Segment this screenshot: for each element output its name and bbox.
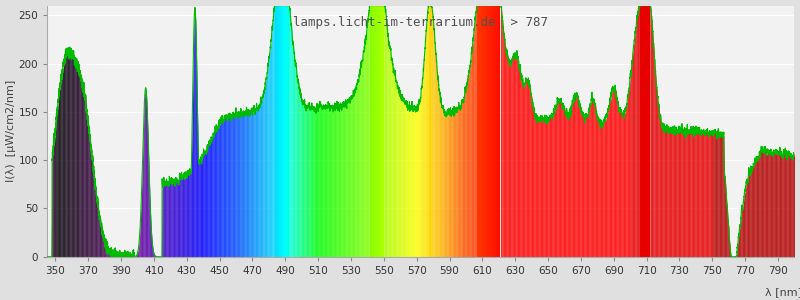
Text: lamps.licht-im-terrarium.de  > 787: lamps.licht-im-terrarium.de > 787 xyxy=(294,16,548,28)
Y-axis label: I(λ)  [μW/cm2/nm]: I(λ) [μW/cm2/nm] xyxy=(6,80,15,182)
X-axis label: λ [nm]: λ [nm] xyxy=(765,287,800,297)
